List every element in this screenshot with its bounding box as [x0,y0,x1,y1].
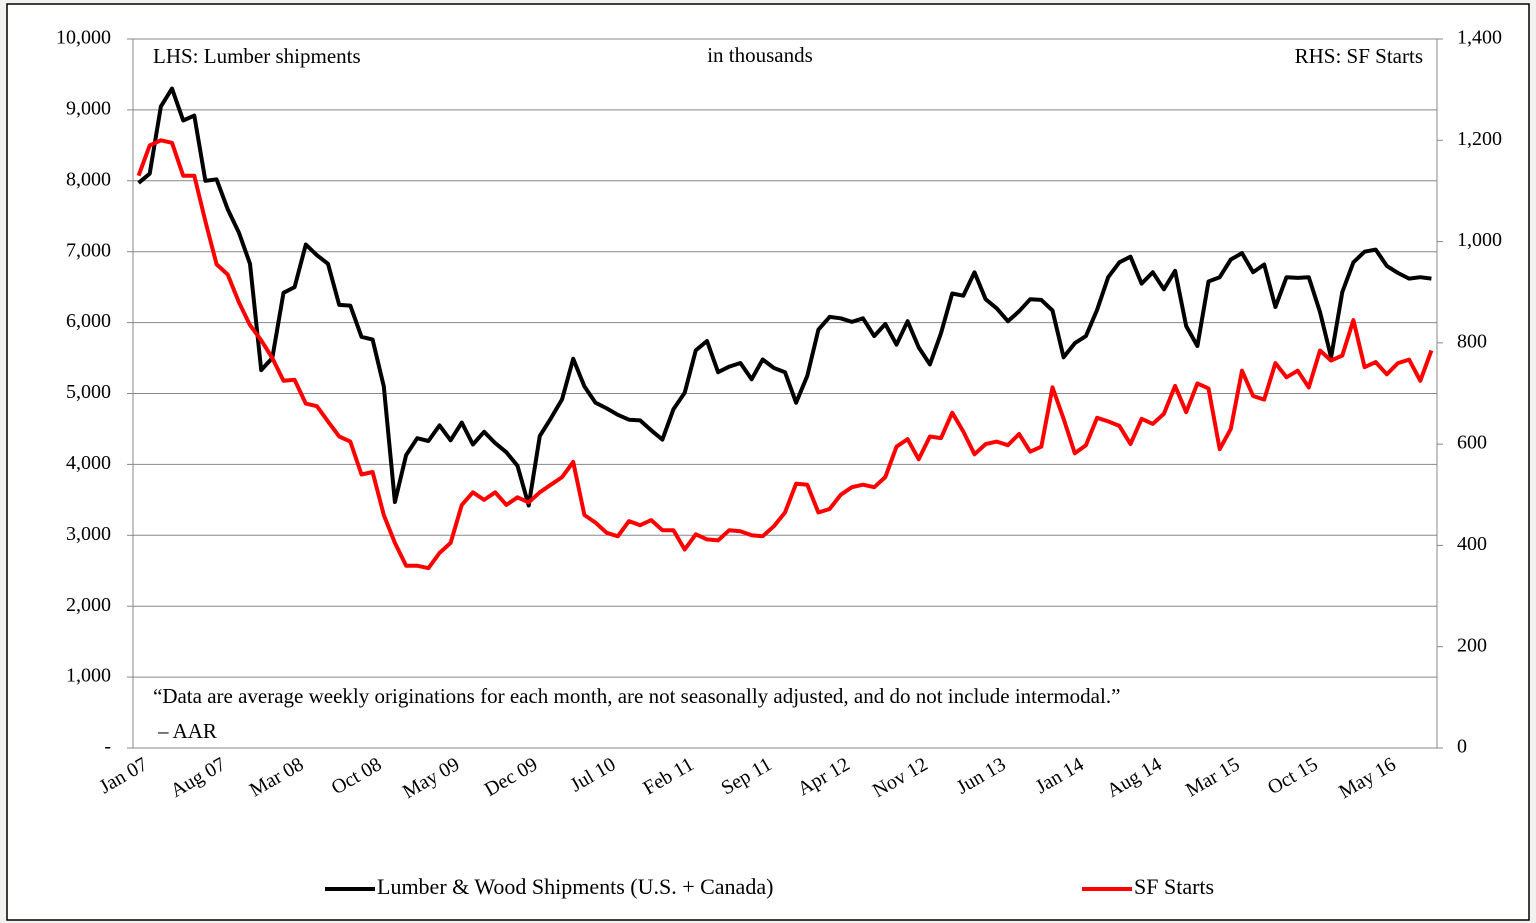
annotation: RHS: SF Starts [1295,44,1423,68]
y-tick-label: 4,000 [66,452,111,474]
y-tick-label: 2,000 [66,594,111,616]
y2-tick-label: 400 [1457,533,1487,555]
y-tick-label: 1,000 [66,665,111,687]
y2-tick-label: 800 [1457,330,1487,352]
series-line [136,138,1434,571]
legend-label: Lumber & Wood Shipments (U.S. + Canada) [377,874,773,899]
y-tick-label: 9,000 [66,97,111,119]
annotation: “Data are average weekly originations fo… [153,684,1120,708]
annotation: in thousands [707,43,813,67]
y-tick-label: 7,000 [66,239,111,261]
y-tick-label: 8,000 [66,168,111,190]
y2-tick-label: 1,400 [1457,27,1502,49]
annotation: LHS: Lumber shipments [153,44,361,68]
y-tick-label: 5,000 [66,381,111,403]
chart-frame [6,3,1530,921]
y2-tick-label: 1,000 [1457,229,1502,251]
y-tick-label: - [104,736,111,758]
y-tick-label: 6,000 [66,310,111,332]
annotation: – AAR [157,719,217,743]
y-tick-label: 10,000 [56,27,111,49]
y2-tick-label: 200 [1457,634,1487,656]
y2-tick-label: 1,200 [1457,128,1502,150]
y2-tick-label: 0 [1457,736,1467,758]
legend-label: SF Starts [1134,874,1214,899]
y2-tick-label: 600 [1457,432,1487,454]
y-tick-label: 3,000 [66,523,111,545]
series-line [137,86,1432,508]
